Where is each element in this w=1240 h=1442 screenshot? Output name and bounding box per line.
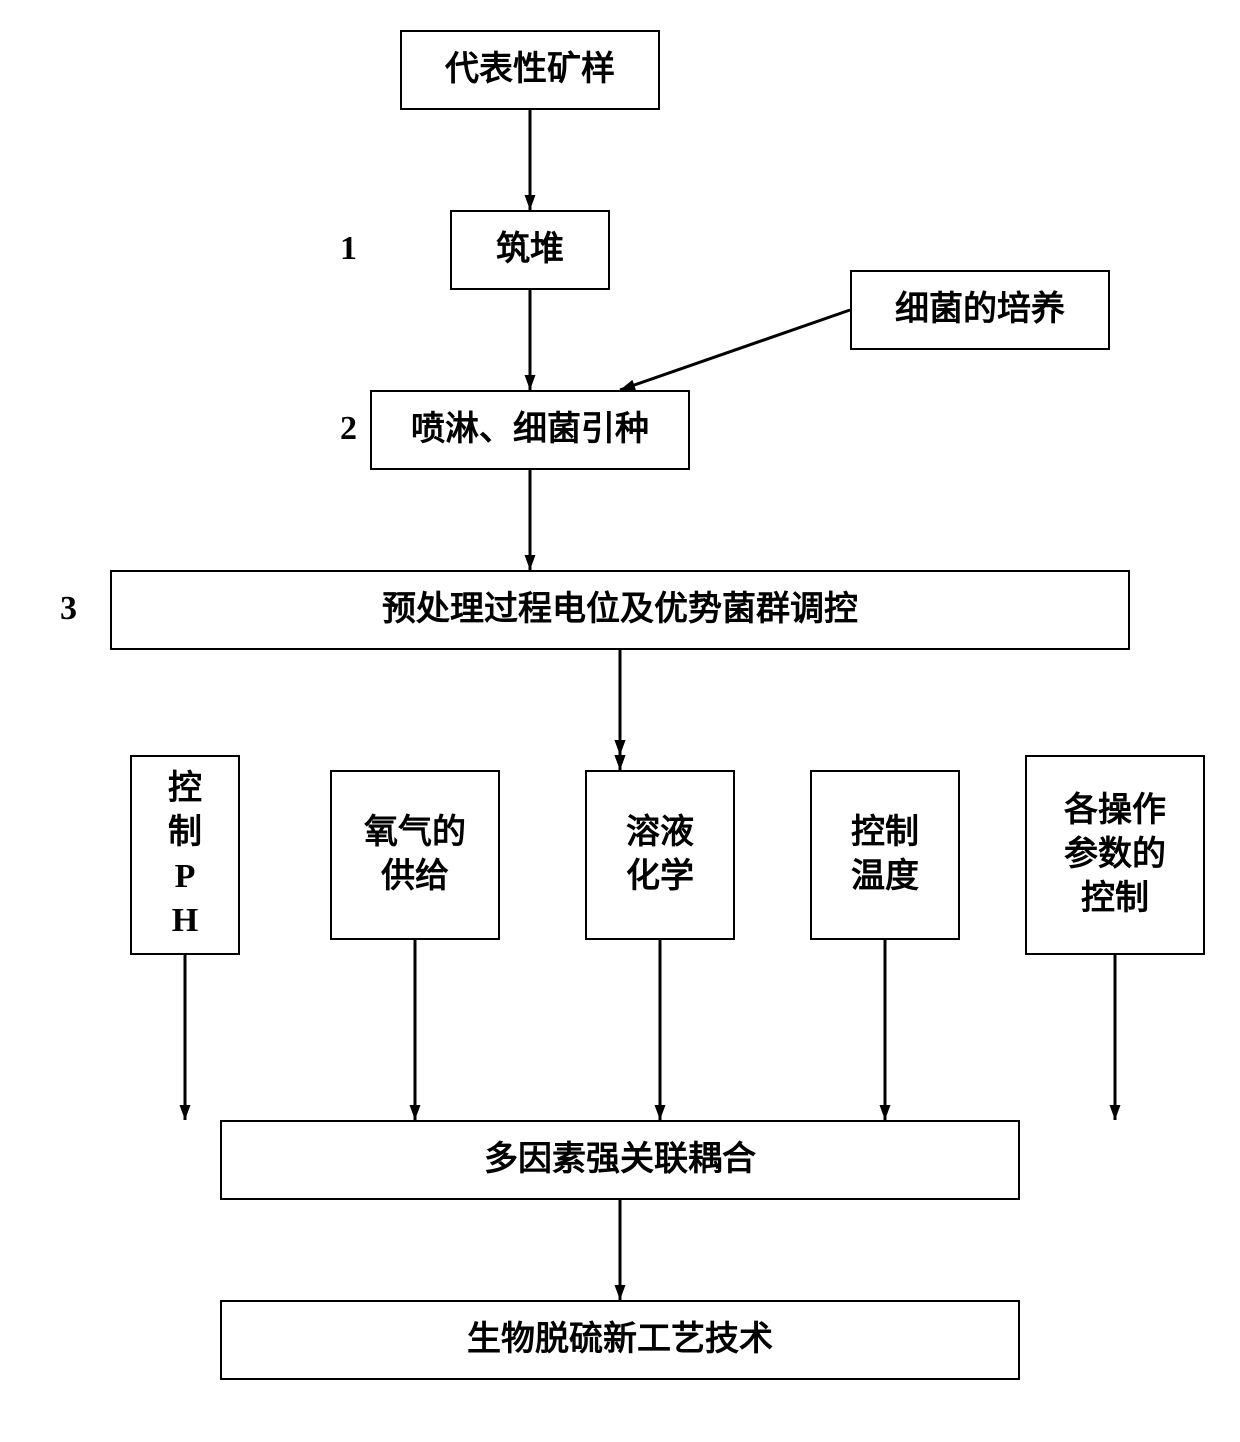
node-ctrl-temp: 控制温度: [810, 770, 960, 940]
node-pretreatment: 预处理过程电位及优势菌群调控: [110, 570, 1130, 650]
node-coupling: 多因素强关联耦合: [220, 1120, 1020, 1200]
node-heap: 筑堆: [450, 210, 610, 290]
node-final: 生物脱硫新工艺技术: [220, 1300, 1020, 1380]
node-ctrl-ph: 控制PH: [130, 755, 240, 955]
node-ctrl-oxygen: 氧气的供给: [330, 770, 500, 940]
step-label-1: 1: [340, 230, 357, 268]
node-bacteria-cult: 细菌的培养: [850, 270, 1110, 350]
arrows-layer: [0, 0, 1240, 1442]
step-label-2: 2: [340, 410, 357, 448]
flowchart-canvas: 代表性矿样 筑堆 细菌的培养 喷淋、细菌引种 预处理过程电位及优势菌群调控 控制…: [0, 0, 1240, 1442]
node-spray-inoc: 喷淋、细菌引种: [370, 390, 690, 470]
node-sample: 代表性矿样: [400, 30, 660, 110]
node-ctrl-solution: 溶液化学: [585, 770, 735, 940]
node-ctrl-params: 各操作参数的控制: [1025, 755, 1205, 955]
step-label-3: 3: [60, 590, 77, 628]
